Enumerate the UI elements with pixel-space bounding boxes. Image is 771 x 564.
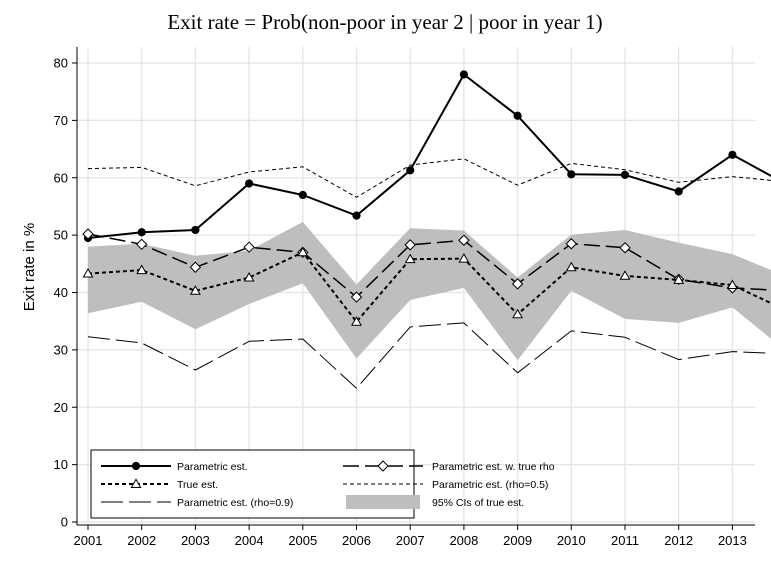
legend-item: Parametric est. (rho=0.9): [101, 497, 293, 509]
x-tick-label: 2012: [664, 533, 693, 548]
chart-title: Exit rate = Prob(non-poor in year 2 | po…: [167, 10, 602, 34]
y-tick-label: 0: [61, 515, 68, 530]
data-point: [459, 70, 468, 79]
y-tick-label: 80: [54, 56, 68, 71]
data-point: [82, 228, 94, 240]
x-tick-label: 2013: [718, 533, 747, 548]
data-point: [565, 261, 577, 272]
series-line: [87, 233, 771, 298]
legend-label: True est.: [177, 479, 218, 491]
legend-item: Parametric est. w. true rho: [343, 460, 555, 473]
data-point: [189, 261, 202, 273]
ci-band-layer: [88, 221, 771, 361]
data-point: [673, 274, 685, 284]
y-tick-label: 70: [54, 113, 68, 128]
data-point: [137, 228, 146, 237]
data-point: [136, 264, 148, 275]
data-point: [511, 278, 524, 290]
legend-item: Parametric est.: [101, 461, 248, 473]
series-parametric-est: [83, 70, 771, 243]
data-point: [352, 211, 361, 220]
data-point: [458, 234, 470, 246]
data-point: [243, 271, 255, 282]
y-tick-label: 50: [54, 228, 68, 243]
data-point: [377, 460, 389, 472]
axis-layer: 0 10 20 30 40 50 60 70 80 2001 2002 2003 2004 2005 200…: [54, 47, 755, 548]
legend-band-swatch: [346, 495, 420, 509]
legend: Parametric est. Parametric est. w. true r…: [90, 449, 555, 519]
data-point: [404, 239, 416, 251]
legend-label: Parametric est. w. true rho: [432, 461, 555, 473]
data-point: [351, 316, 362, 326]
data-point: [458, 253, 470, 263]
x-tick-label: 2010: [557, 533, 586, 548]
data-point: [619, 270, 631, 280]
data-point: [726, 279, 738, 289]
series-parametric-est-rho-0-9: [87, 322, 771, 389]
series-line: [87, 73, 771, 239]
legend-label: Parametric est. (rho=0.5): [432, 479, 548, 491]
series-line: [87, 251, 771, 323]
data-point: [82, 267, 94, 278]
x-tick-label: 2005: [288, 533, 317, 548]
x-tick-label: 2004: [235, 533, 264, 548]
series-line: [87, 158, 771, 198]
series-line: [87, 322, 771, 389]
data-point: [298, 190, 307, 200]
legend-label: Parametric est.: [177, 461, 248, 473]
x-tick-label: 2007: [396, 533, 425, 548]
data-point: [728, 150, 737, 159]
legend-label: Parametric est. (rho=0.9): [177, 497, 293, 509]
y-axis-label: Exit rate in %: [21, 223, 38, 311]
y-tick-label: 30: [54, 342, 68, 357]
x-tick-label: 2011: [611, 533, 639, 548]
legend-item: 95% CIs of true est.: [346, 495, 524, 509]
data-point: [512, 308, 524, 319]
series-layer: [82, 70, 771, 389]
x-tick-label: 2001: [74, 533, 103, 548]
data-point: [189, 285, 201, 295]
series-parametric-est-rho-0-5: [87, 158, 771, 198]
y-tick-label: 40: [54, 285, 68, 300]
x-tick-label: 2009: [503, 533, 532, 548]
data-point: [620, 170, 630, 179]
legend-item: True est.: [101, 478, 218, 491]
data-point: [619, 242, 631, 254]
x-tick-label: 2006: [342, 533, 371, 548]
series-parametric-est-w-true-rho: [82, 228, 771, 303]
x-tick-label: 2002: [127, 533, 156, 548]
legend-item: Parametric est. (rho=0.5): [343, 479, 548, 491]
data-point: [513, 111, 522, 120]
data-point: [243, 241, 255, 253]
data-point: [567, 170, 576, 179]
ci-band: [88, 221, 771, 361]
y-tick-label: 60: [54, 170, 68, 185]
data-point: [135, 238, 148, 251]
y-tick-label: 10: [54, 457, 68, 472]
legend-label: 95% CIs of true est.: [432, 497, 524, 509]
data-point: [297, 246, 309, 257]
data-point: [565, 238, 578, 250]
series-true-est: [82, 246, 771, 326]
data-point: [406, 166, 415, 175]
x-tick-label: 2003: [181, 533, 210, 548]
data-point: [131, 461, 141, 471]
data-point: [404, 253, 416, 264]
data-point: [350, 291, 363, 303]
y-tick-label: 20: [54, 400, 68, 415]
data-point: [191, 225, 200, 235]
data-point: [130, 478, 142, 488]
data-point: [245, 179, 254, 188]
x-tick-label: 2008: [449, 533, 478, 548]
data-point: [674, 187, 683, 196]
